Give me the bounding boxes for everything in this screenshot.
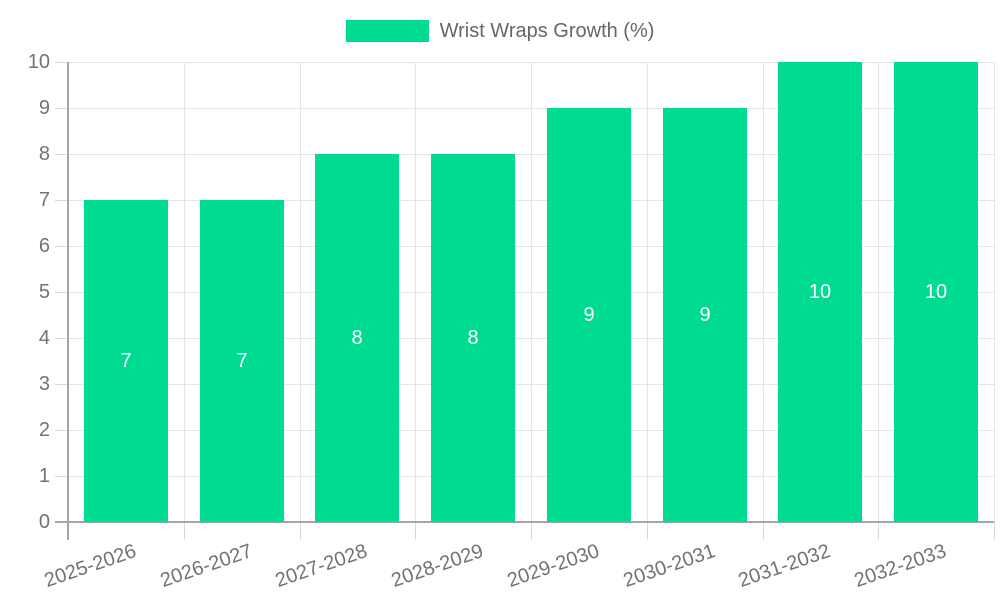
y-axis-tick-label: 5 (38, 281, 50, 303)
x-axis-label: 2028-2029 (388, 540, 487, 592)
x-tick-mark (415, 522, 416, 540)
bar-value-label: 8 (467, 327, 479, 349)
y-axis-tick-label: 0 (38, 511, 50, 533)
x-axis-line (55, 521, 994, 523)
y-tick-mark (55, 108, 68, 109)
x-tick-mark (184, 522, 185, 540)
y-tick-mark (55, 246, 68, 247)
bar-value-label: 7 (120, 350, 132, 372)
bar-value-label: 10 (924, 281, 948, 303)
x-axis-label: 2031-2032 (735, 540, 834, 592)
legend-label: Wrist Wraps Growth (%) (439, 20, 655, 42)
x-tick-mark (878, 522, 879, 540)
legend-swatch (345, 20, 429, 42)
y-axis-tick-label: 10 (27, 51, 50, 73)
bar-value-label: 9 (583, 304, 595, 326)
x-tick-mark (763, 522, 764, 540)
y-tick-mark (55, 430, 68, 431)
x-axis-label: 2029-2030 (504, 540, 603, 592)
x-axis-label: 2032-2033 (851, 540, 950, 592)
gridline-vertical (994, 62, 995, 522)
y-axis-line (67, 62, 69, 540)
bar-2027-2028[interactable] (315, 154, 399, 522)
x-axis-label: 2027-2028 (272, 540, 371, 592)
y-axis-tick-label: 4 (38, 327, 50, 349)
bar-value-label: 10 (808, 281, 832, 303)
x-axis-label: 2026-2027 (157, 540, 256, 592)
y-tick-mark (55, 62, 68, 63)
bar-2028-2029[interactable] (431, 154, 515, 522)
x-tick-mark (531, 522, 532, 540)
y-axis-tick-label: 9 (38, 97, 50, 119)
y-tick-mark (55, 154, 68, 155)
bar-value-label: 7 (236, 350, 248, 372)
gridline-vertical (763, 62, 764, 522)
bar-2030-2031[interactable] (663, 108, 747, 522)
x-axis-label: 2030-2031 (620, 540, 719, 592)
bar-2029-2030[interactable] (547, 108, 631, 522)
bar-value-label: 8 (351, 327, 363, 349)
x-tick-mark (647, 522, 648, 540)
bar-2025-2026[interactable] (84, 200, 168, 522)
y-axis-tick-label: 7 (38, 189, 50, 211)
x-tick-mark (994, 522, 995, 540)
y-axis-tick-label: 2 (38, 419, 50, 441)
legend: Wrist Wraps Growth (%) (0, 20, 1000, 42)
gridline-vertical (415, 62, 416, 522)
y-tick-mark (55, 292, 68, 293)
y-axis-tick-label: 3 (38, 373, 50, 395)
gridline-vertical (531, 62, 532, 522)
bar-2026-2027[interactable] (200, 200, 284, 522)
bar-2032-2033[interactable] (894, 62, 978, 522)
gridline-vertical (878, 62, 879, 522)
gridline-vertical (647, 62, 648, 522)
bar-value-label: 9 (699, 304, 711, 326)
y-tick-mark (55, 476, 68, 477)
y-axis-tick-label: 1 (38, 465, 50, 487)
y-tick-mark (55, 200, 68, 201)
bar-2031-2032[interactable] (778, 62, 862, 522)
x-axis-label: 2025-2026 (41, 540, 140, 592)
gridline-vertical (300, 62, 301, 522)
y-tick-mark (55, 384, 68, 385)
y-tick-mark (55, 338, 68, 339)
y-axis-tick-label: 6 (38, 235, 50, 257)
y-axis-tick-label: 8 (38, 143, 50, 165)
legend-item[interactable]: Wrist Wraps Growth (%) (345, 20, 655, 42)
x-tick-mark (300, 522, 301, 540)
gridline-vertical (184, 62, 185, 522)
